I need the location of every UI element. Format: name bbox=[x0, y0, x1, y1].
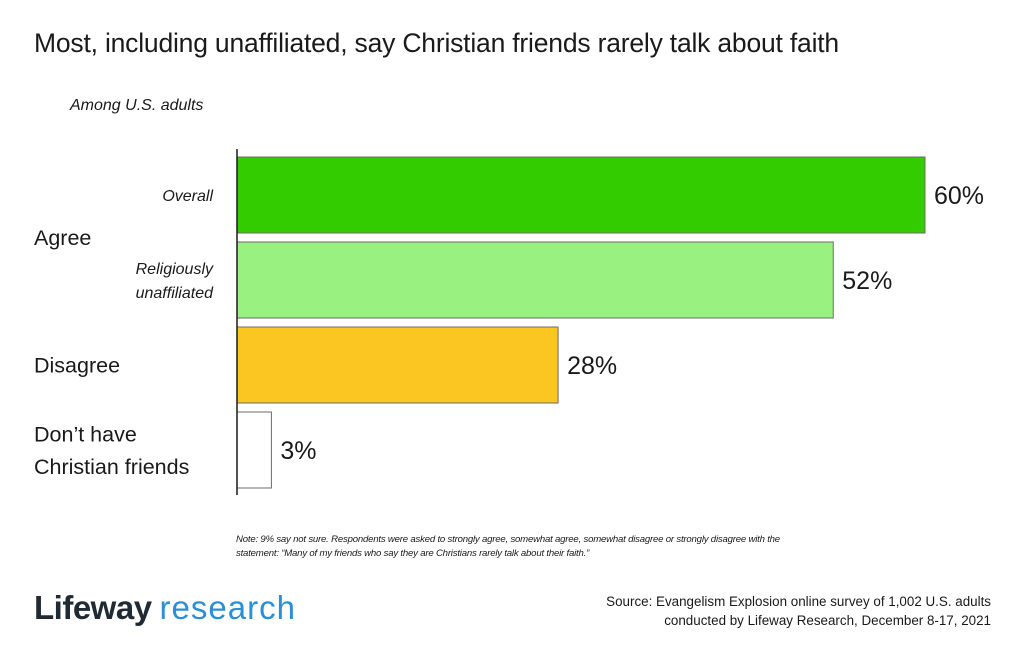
category-label: Agree bbox=[34, 226, 91, 250]
category-label: Don’t have Christian friends bbox=[34, 423, 189, 479]
value-label: 3% bbox=[280, 437, 316, 465]
bar bbox=[237, 242, 833, 318]
source-citation: Source: Evangelism Explosion online surv… bbox=[606, 592, 991, 630]
value-label: 60% bbox=[934, 182, 984, 210]
bar bbox=[237, 157, 925, 233]
logo-word-research: research bbox=[160, 589, 296, 626]
source-line-1: Source: Evangelism Explosion online surv… bbox=[606, 592, 991, 611]
value-label: 52% bbox=[842, 267, 892, 295]
footnote: Note: 9% say not sure. Respondents were … bbox=[236, 533, 816, 561]
source-line-2: conducted by Lifeway Research, December … bbox=[606, 611, 991, 630]
bar bbox=[237, 412, 271, 488]
logo-word-lifeway: Lifeway bbox=[34, 589, 152, 626]
bar bbox=[237, 327, 558, 403]
category-label: Disagree bbox=[34, 354, 120, 378]
lifeway-research-logo: Lifeway research bbox=[34, 588, 296, 628]
bar-sublabel: Religiously unaffiliated bbox=[136, 261, 214, 302]
value-label: 28% bbox=[567, 352, 617, 380]
bar-sublabel: Overall bbox=[162, 188, 213, 205]
